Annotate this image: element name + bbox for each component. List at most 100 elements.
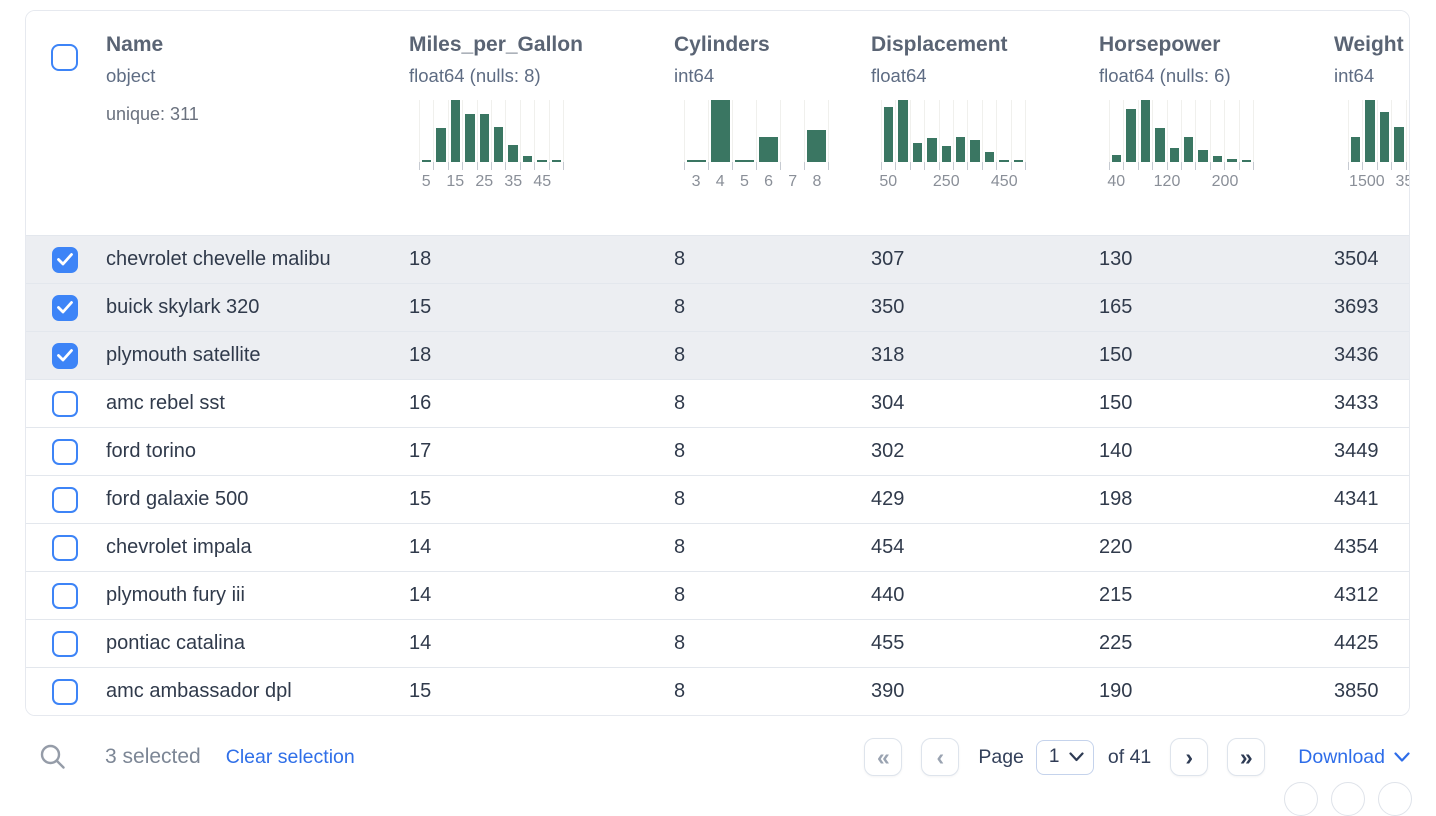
histogram-bar — [927, 138, 937, 162]
column-title: Weight — [1334, 33, 1404, 56]
cell-name: chevrolet chevelle malibu — [106, 248, 331, 270]
table-row: buick skylark 320 15 8 350 165 3693 — [26, 283, 1409, 331]
histogram-tick-label: 3 — [691, 173, 701, 190]
cell-miles_per_gallon: 18 — [409, 344, 432, 366]
select-all-checkbox[interactable] — [51, 44, 78, 71]
histogram-bar — [898, 100, 908, 162]
row-checkbox[interactable] — [52, 534, 78, 561]
histogram-bar — [422, 160, 432, 162]
download-button[interactable]: Download — [1298, 746, 1410, 769]
cell-horsepower: 140 — [1099, 440, 1133, 462]
download-label: Download — [1298, 745, 1385, 768]
histogram-tick-label: 25 — [475, 173, 494, 190]
column-dtype: float64 (nulls: 6) — [1099, 65, 1231, 86]
cell-weight: 3436 — [1334, 344, 1379, 366]
histogram-bar — [1227, 159, 1237, 162]
cell-weight: 3850 — [1334, 680, 1379, 702]
cell-displacement: 318 — [871, 344, 905, 366]
cell-name: ford torino — [106, 440, 197, 462]
cell-displacement: 454 — [871, 536, 905, 558]
hidden-action-button[interactable] — [1331, 782, 1365, 816]
column-header-cylinders: Cylinders int64 3 4 5 6 7 8 — [674, 11, 871, 235]
histogram-bar — [1408, 120, 1409, 162]
cell-miles_per_gallon: 18 — [409, 248, 432, 270]
cell-weight: 4425 — [1334, 632, 1379, 654]
page-select-value: 1 — [1048, 746, 1060, 767]
table-row: chevrolet chevelle malibu 18 8 307 130 3504 — [26, 235, 1409, 283]
hidden-action-button[interactable] — [1378, 782, 1412, 816]
table-row: amc rebel sst 16 8 304 150 3433 — [26, 379, 1409, 427]
column-title: Name — [106, 33, 164, 56]
cell-cylinders: 8 — [674, 680, 686, 702]
selected-count: 3 selected — [105, 745, 201, 768]
histogram-bar — [1351, 137, 1361, 162]
row-checkbox[interactable] — [52, 582, 78, 609]
histogram-tick-label: 450 — [990, 173, 1018, 190]
row-checkbox[interactable] — [52, 246, 78, 273]
cell-horsepower: 198 — [1099, 488, 1133, 510]
cell-miles_per_gallon: 15 — [409, 296, 432, 318]
next-page-button[interactable]: › — [1170, 738, 1209, 776]
table-header: Name object unique: 311 Miles_per_Gallon flo… — [26, 11, 1409, 235]
row-checkbox[interactable] — [52, 438, 78, 465]
page-count-label: of 41 — [1107, 745, 1152, 768]
row-checkbox[interactable] — [52, 678, 78, 705]
histogram-bar — [759, 137, 778, 162]
histogram-bar — [450, 100, 461, 162]
clear-selection-link[interactable]: Clear selection — [225, 745, 355, 768]
column-header-miles_per_gallon: Miles_per_Gallon float64 (nulls: 8) 5 15 25 3… — [409, 11, 674, 235]
column-histogram-horsepower: 40 120 200 — [1107, 100, 1255, 193]
chevron-down-icon — [1394, 751, 1410, 762]
hidden-action-button[interactable] — [1284, 782, 1318, 816]
column-dtype: int64 — [674, 65, 715, 86]
column-title: Displacement — [871, 33, 1008, 56]
search-icon[interactable] — [38, 742, 68, 772]
column-dtype: object — [106, 65, 156, 86]
cell-weight: 3693 — [1334, 296, 1379, 318]
first-page-icon: « — [876, 743, 890, 770]
histogram-bar — [1013, 160, 1024, 162]
cell-miles_per_gallon: 17 — [409, 440, 432, 462]
row-checkbox[interactable] — [52, 630, 78, 657]
cell-cylinders: 8 — [674, 488, 686, 510]
histogram-bar — [522, 156, 533, 162]
histogram-tick-label: 4 — [715, 173, 725, 190]
histogram-tick-label: 8 — [812, 173, 822, 190]
row-checkbox[interactable] — [52, 390, 78, 417]
cell-horsepower: 150 — [1099, 392, 1133, 414]
row-checkbox[interactable] — [52, 342, 78, 369]
histogram-bar — [1212, 156, 1223, 162]
cell-cylinders: 8 — [674, 632, 686, 654]
cell-weight: 4312 — [1334, 584, 1379, 606]
row-checkbox[interactable] — [52, 486, 78, 513]
row-checkbox[interactable] — [52, 294, 78, 321]
column-histogram-miles_per_gallon: 5 15 25 35 45 — [419, 100, 565, 193]
cell-weight: 3504 — [1334, 248, 1379, 270]
column-title: Miles_per_Gallon — [409, 33, 583, 56]
last-page-button[interactable]: » — [1227, 738, 1266, 776]
table-row: chevrolet impala 14 8 454 220 4354 — [26, 523, 1409, 571]
histogram-tick-label: 5 — [740, 173, 749, 190]
prev-page-button[interactable]: ‹ — [921, 738, 960, 776]
first-page-button[interactable]: « — [864, 738, 903, 776]
pagination: « ‹ Page 1 of 41 › » — [864, 738, 1266, 776]
histogram-tick-label: 1500 — [1349, 173, 1385, 190]
histogram-bar — [687, 160, 706, 162]
page-select[interactable]: 1 — [1035, 739, 1094, 775]
column-header-displacement: Displacement float64 50 250 450 — [871, 11, 1099, 235]
prev-page-icon: ‹ — [936, 743, 945, 770]
table-row: ford torino 17 8 302 140 3449 — [26, 427, 1409, 475]
histogram-bar — [494, 127, 504, 162]
histogram-tick-label: 15 — [446, 173, 465, 190]
histogram-tick-label: 40 — [1107, 173, 1126, 190]
cell-miles_per_gallon: 15 — [409, 488, 432, 510]
cell-horsepower: 150 — [1099, 344, 1133, 366]
histogram-bar — [884, 107, 894, 162]
column-header-name: Name object unique: 311 — [106, 11, 409, 235]
cell-cylinders: 8 — [674, 584, 686, 606]
histogram-bar — [436, 128, 446, 162]
cell-cylinders: 8 — [674, 248, 686, 270]
footer-bar: 3 selected Clear selection « ‹ Page 1 of… — [25, 724, 1410, 790]
next-page-icon: › — [1185, 743, 1194, 770]
histogram-tick-label: 5 — [421, 173, 431, 190]
